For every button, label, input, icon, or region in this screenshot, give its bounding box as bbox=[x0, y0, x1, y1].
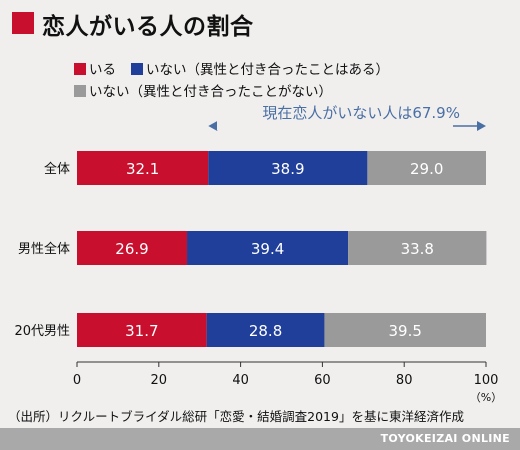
legend-label-none-never: いない（異性と付き合ったことがない） bbox=[89, 84, 332, 100]
source-note: （出所）リクルートブライダル総研「恋愛・結婚調査2019」を基に東洋経済作成 bbox=[8, 409, 464, 424]
bar-segment-has-partner bbox=[77, 151, 209, 185]
data-label-none-before: 28.8 bbox=[249, 322, 282, 340]
bar-segment-has-partner bbox=[77, 313, 207, 347]
annotation-label: 現在恋人がいない人は67.9% bbox=[262, 104, 460, 122]
legend-swatch-has-partner bbox=[74, 63, 86, 75]
data-label-has-partner: 32.1 bbox=[126, 160, 159, 178]
bar-segment-none-never bbox=[367, 151, 486, 185]
bar-segment-none-never bbox=[348, 231, 487, 265]
annotation-arrowhead-left bbox=[208, 121, 218, 131]
title-accent-square bbox=[12, 12, 34, 34]
data-label-has-partner: 31.7 bbox=[125, 322, 158, 340]
chart-title: 恋人がいる人の割合 bbox=[42, 14, 254, 40]
annotation-label-bg bbox=[217, 112, 453, 130]
category-label: 全体 bbox=[44, 161, 70, 177]
bar-segment-none-before bbox=[187, 231, 349, 265]
data-label-none-never: 29.0 bbox=[410, 160, 443, 178]
brand-label: TOYOKEIZAI ONLINE bbox=[380, 432, 510, 445]
legend-label-none-before: いない（異性と付き合ったことはある） bbox=[146, 62, 389, 78]
x-tick-label: 80 bbox=[396, 373, 413, 388]
legend-swatch-none-before bbox=[131, 63, 143, 75]
annotation-arrowhead-right bbox=[477, 121, 486, 131]
data-label-none-before: 39.4 bbox=[251, 240, 284, 258]
footer-bar: TOYOKEIZAI ONLINE bbox=[0, 428, 520, 450]
data-label-has-partner: 26.9 bbox=[115, 240, 148, 258]
legend-label-has-partner: いる bbox=[89, 62, 116, 78]
x-tick-label: 0 bbox=[73, 373, 81, 388]
category-label: 男性全体 bbox=[18, 241, 70, 257]
x-tick-label: 20 bbox=[151, 373, 168, 388]
x-axis-unit: （%） bbox=[470, 391, 502, 404]
stacked-bar-chart: 現在恋人がいない人は67.9% 全体 32.1 38.9 29.0 男性全体 26.9 39.… bbox=[14, 104, 502, 404]
legend-item-none-never: いない（異性と付き合ったことがない） bbox=[74, 80, 332, 100]
data-label-none-never: 39.5 bbox=[389, 322, 422, 340]
x-tick-label: 100 bbox=[474, 373, 499, 388]
legend-item-has-partner: いる bbox=[74, 58, 116, 78]
x-tick-label: 60 bbox=[314, 373, 331, 388]
legend-item-none-before: いない（異性と付き合ったことはある） bbox=[131, 58, 389, 78]
bar-segment-has-partner bbox=[77, 231, 188, 265]
data-label-none-before: 38.9 bbox=[271, 160, 304, 178]
legend-swatch-none-never bbox=[74, 85, 86, 97]
bar-segment-none-before bbox=[208, 151, 368, 185]
category-label: 20代男性 bbox=[14, 324, 70, 339]
bar-segment-none-before bbox=[206, 313, 325, 347]
x-tick-label: 40 bbox=[232, 373, 249, 388]
bar-segment-none-never bbox=[324, 313, 486, 347]
data-label-none-never: 33.8 bbox=[401, 240, 434, 258]
